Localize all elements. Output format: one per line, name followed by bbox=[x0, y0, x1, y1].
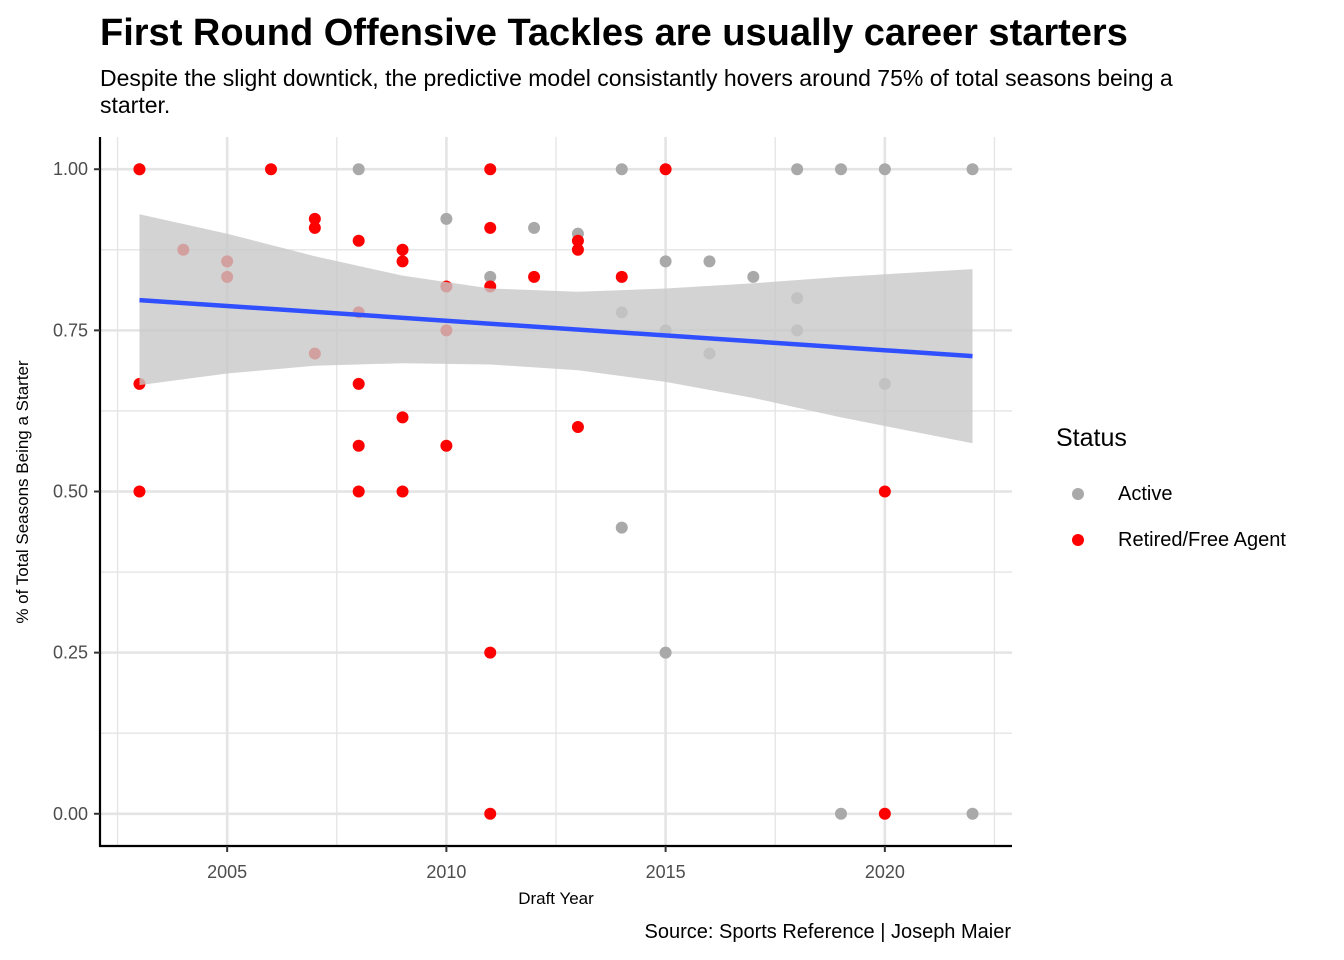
data-point-active bbox=[352, 163, 365, 176]
data-point-retired bbox=[528, 270, 541, 283]
data-point-retired bbox=[352, 485, 365, 498]
data-point-active bbox=[835, 163, 847, 176]
data-point-retired bbox=[133, 163, 146, 176]
data-point-retired bbox=[396, 243, 409, 256]
data-point-retired bbox=[133, 485, 146, 498]
x-tick-label: 2020 bbox=[865, 862, 905, 882]
data-point-active bbox=[966, 807, 979, 820]
data-point-retired bbox=[352, 439, 365, 452]
data-point-retired bbox=[308, 212, 321, 225]
legend: Status Active Retired/Free Agent bbox=[1056, 424, 1286, 563]
data-point-active bbox=[615, 521, 628, 534]
x-tick-label: 2005 bbox=[207, 862, 247, 882]
data-point-active bbox=[440, 212, 453, 225]
data-point-retired bbox=[352, 234, 365, 247]
data-point-active bbox=[484, 270, 497, 283]
legend-item-active: Active bbox=[1056, 471, 1286, 517]
data-point-retired bbox=[484, 807, 497, 820]
legend-key-retired bbox=[1072, 534, 1084, 546]
legend-title: Status bbox=[1056, 424, 1127, 452]
data-point-retired bbox=[878, 807, 891, 820]
data-point-active bbox=[615, 163, 628, 176]
data-point-active bbox=[703, 255, 716, 268]
chart-caption: Source: Sports Reference | Joseph Maier bbox=[644, 921, 1011, 943]
legend-label-retired: Retired/Free Agent bbox=[1118, 528, 1286, 551]
data-point-retired bbox=[484, 221, 497, 234]
axes: 2005 2010 2015 2020 0.00 0.25 0.50 0.75 1.00 bbox=[53, 137, 1012, 882]
data-point-retired bbox=[659, 163, 672, 176]
legend-label-active: Active bbox=[1118, 482, 1173, 505]
data-point-retired bbox=[396, 411, 409, 424]
chart-subtitle: Despite the slight downtick, the predict… bbox=[100, 65, 1173, 118]
data-point-active bbox=[791, 163, 804, 176]
data-point-active bbox=[659, 255, 672, 268]
data-point-retired bbox=[440, 439, 453, 452]
trend-line bbox=[139, 297, 973, 359]
data-point-retired bbox=[308, 221, 321, 234]
grid-lines bbox=[100, 137, 1012, 846]
data-point-active bbox=[966, 163, 979, 176]
x-tick-label: 2010 bbox=[426, 862, 466, 882]
legend-item-retired: Retired/Free Agent bbox=[1056, 517, 1286, 563]
data-point-active bbox=[747, 270, 760, 283]
chart-title: First Round Offensive Tackles are usuall… bbox=[100, 12, 1128, 54]
data-point-retired bbox=[571, 243, 584, 256]
data-point-active bbox=[659, 646, 672, 659]
data-point-retired bbox=[484, 646, 497, 659]
x-axis-title: Draft Year bbox=[518, 889, 594, 908]
data-point-active bbox=[878, 163, 891, 176]
data-point-retired bbox=[396, 255, 409, 268]
data-point-active bbox=[835, 807, 847, 820]
data-point-retired bbox=[396, 485, 409, 498]
y-tick-label: 0.75 bbox=[53, 320, 88, 340]
data-point-retired bbox=[878, 485, 891, 498]
data-point-retired bbox=[265, 163, 277, 176]
y-tick-label: 0.00 bbox=[53, 804, 88, 824]
legend-key-active bbox=[1072, 488, 1084, 500]
data-point-retired bbox=[484, 163, 497, 176]
data-point-retired bbox=[571, 421, 584, 434]
trend-line-group bbox=[139, 297, 973, 359]
data-point-retired bbox=[571, 234, 584, 247]
data-point-retired bbox=[615, 270, 628, 283]
x-tick-label: 2015 bbox=[646, 862, 686, 882]
data-point-retired bbox=[352, 377, 365, 390]
y-tick-label: 0.50 bbox=[53, 482, 88, 502]
y-tick-label: 1.00 bbox=[53, 159, 88, 179]
y-tick-label: 0.25 bbox=[53, 643, 88, 663]
y-axis-title: % of Total Seasons Being a Starter bbox=[13, 360, 32, 624]
data-point-active bbox=[528, 221, 541, 234]
